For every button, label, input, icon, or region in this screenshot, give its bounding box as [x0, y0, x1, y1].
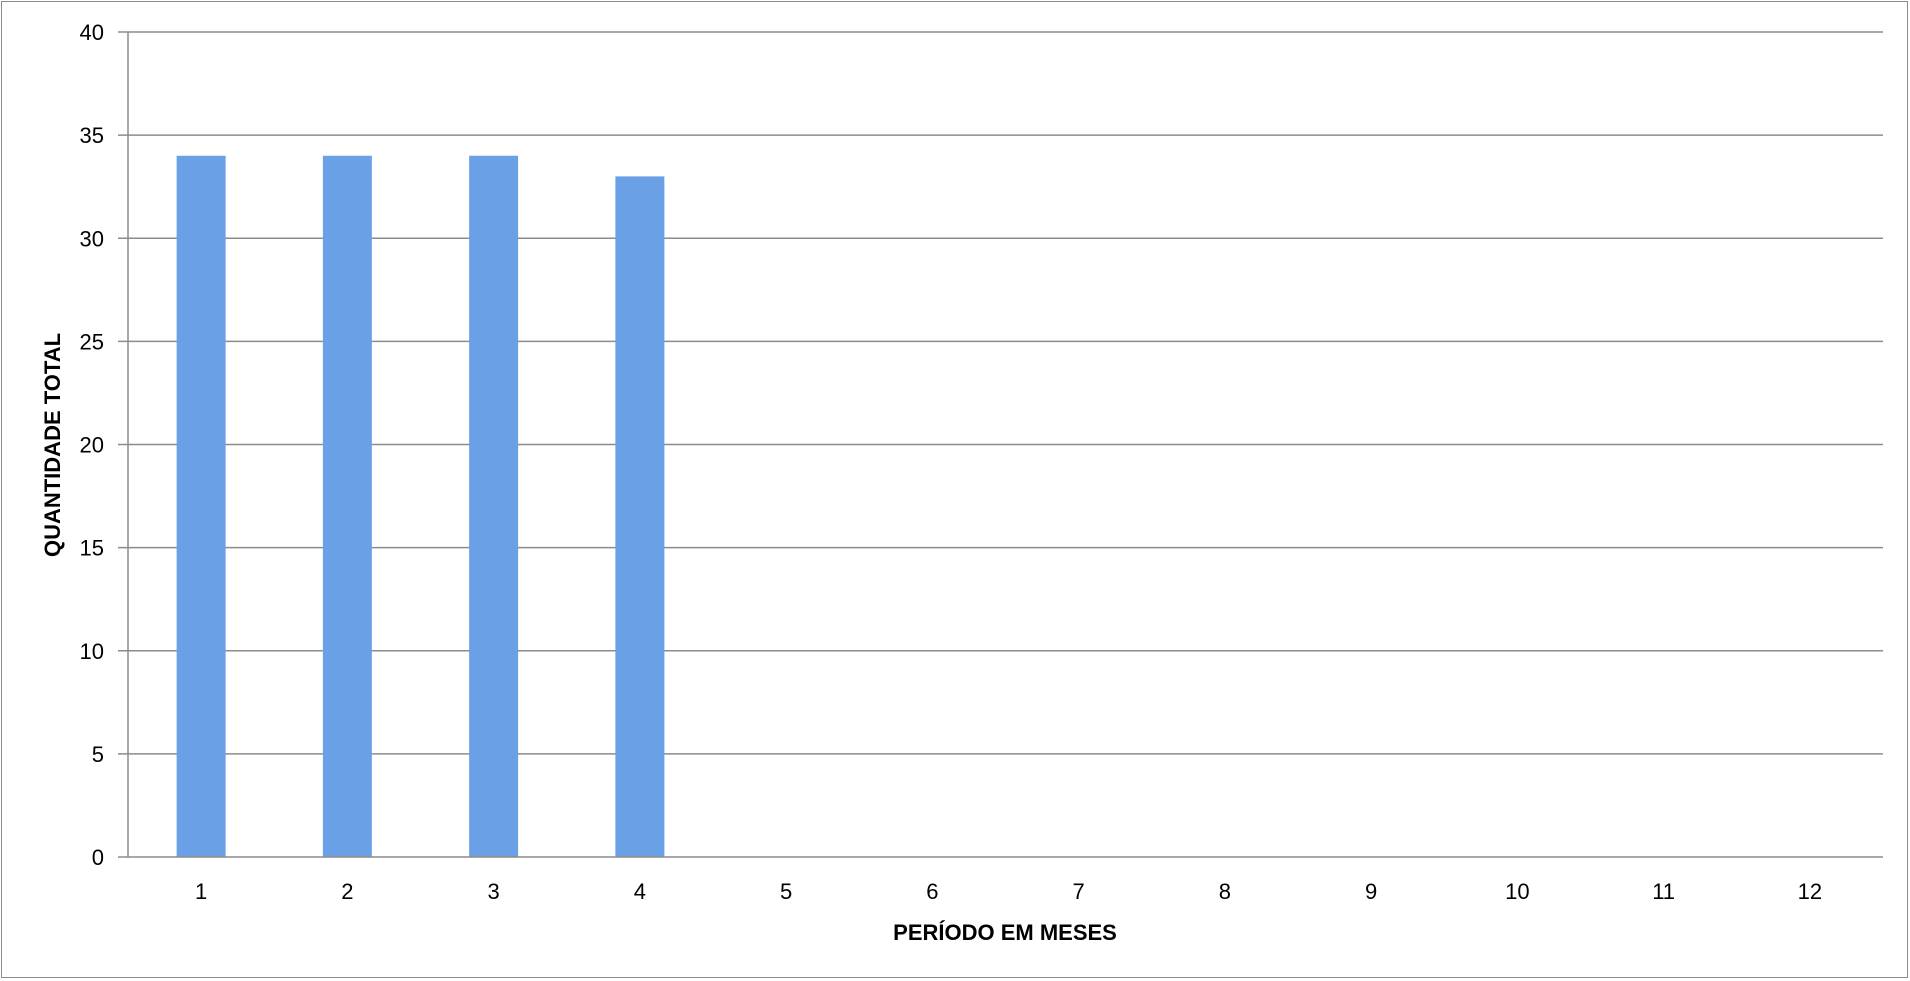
- x-tick-label: 2: [341, 879, 353, 904]
- x-tick-label: 3: [488, 879, 500, 904]
- y-tick-label: 30: [80, 226, 104, 251]
- y-tick-label: 5: [92, 742, 104, 767]
- y-tick-label: 40: [80, 20, 104, 45]
- bar-1: [176, 155, 226, 857]
- gridlines: [118, 31, 1883, 858]
- y-tick-label: 35: [80, 123, 104, 148]
- y-tick-label: 15: [80, 536, 104, 561]
- x-tick-label: 4: [634, 879, 646, 904]
- x-tick-labels: 1 2 3 4 5 6 7 8 9 10 11 12: [195, 879, 1822, 904]
- bar-4: [615, 176, 665, 857]
- y-tick-label: 10: [80, 639, 104, 664]
- bar-3: [469, 155, 519, 857]
- bar-2: [322, 155, 372, 857]
- x-tick-label: 12: [1798, 879, 1822, 904]
- x-tick-label: 1: [195, 879, 207, 904]
- x-axis-title: PERÍODO EM MESES: [893, 920, 1117, 945]
- x-tick-label: 9: [1365, 879, 1377, 904]
- y-tick-label: 25: [80, 329, 104, 354]
- x-tick-label: 6: [926, 879, 938, 904]
- y-tick-label: 20: [80, 433, 104, 458]
- y-axis-title: QUANTIDADE TOTAL: [40, 333, 65, 557]
- x-tick-label: 11: [1652, 879, 1675, 904]
- y-tick-label: 0: [92, 845, 104, 870]
- x-tick-label: 10: [1505, 879, 1529, 904]
- bars: [176, 155, 665, 857]
- x-tick-label: 7: [1073, 879, 1085, 904]
- x-tick-label: 8: [1219, 879, 1231, 904]
- x-tick-label: 5: [780, 879, 792, 904]
- axes: [127, 32, 1883, 858]
- y-tick-labels: 0 5 10 15 20 25 30 35 40: [80, 20, 104, 870]
